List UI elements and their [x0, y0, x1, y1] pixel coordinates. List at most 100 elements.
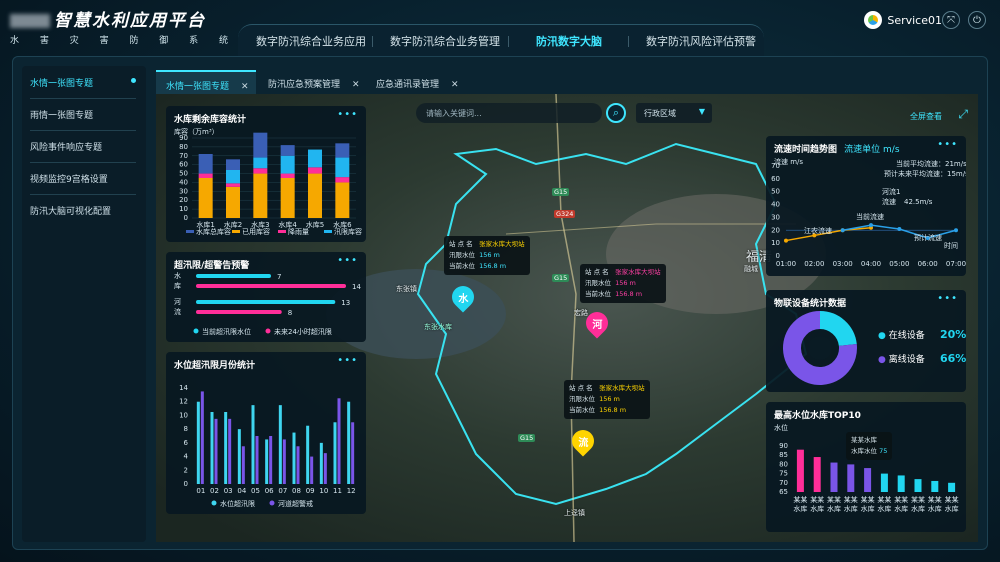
- legend-dot: [265, 328, 271, 334]
- sidebar-item-water-map[interactable]: 水情一张图专题: [30, 76, 136, 99]
- bar: [280, 173, 295, 178]
- x-tick-label: 某某: [810, 496, 824, 504]
- bar: [210, 412, 214, 484]
- map-label-reservoir: 东张水库: [424, 323, 452, 331]
- sidebar-item-video-grid[interactable]: 视频监控9宫格设置: [30, 172, 136, 195]
- bar: [306, 425, 310, 484]
- x-tick-label: 水库: [894, 504, 908, 513]
- region-select[interactable]: 行政区域 ▼: [636, 103, 712, 123]
- bar: [255, 436, 259, 484]
- sidebar-item-brain-config[interactable]: 防汛大脑可视化配置: [30, 204, 136, 226]
- nav-tab-brain[interactable]: 防汛数字大脑: [536, 35, 602, 48]
- panel-overlimit-warning: 超汛限/超警告预警 ••• 水库 7 14 河流 13 8 当前超汛限水位 未来24小时超汛限: [166, 252, 366, 342]
- x-tick-label: 水库6: [333, 220, 352, 229]
- y-tick-label: 12: [179, 398, 188, 406]
- map-popup-station: 站 点 名 张家水库大坝站 汛限水位 156 m 当前水位 156.8 m: [564, 380, 650, 419]
- region-select-label: 行政区域: [644, 109, 676, 118]
- tab-label: 防汛应急预案管理: [268, 80, 341, 90]
- bar: [296, 446, 300, 484]
- tab-emergency-plan[interactable]: 防汛应急预案管理 ✕: [258, 70, 370, 94]
- data-point: [897, 227, 902, 231]
- active-dot-icon: [131, 78, 136, 83]
- map-popup-station: 站 点 名 张家水库大坝站 汛限水位 156 m 当前水位 156.8 m: [444, 236, 530, 275]
- x-tick-label: 某某: [793, 496, 807, 504]
- user-menu[interactable]: Service01: [864, 11, 942, 29]
- legend-swatch: [278, 230, 286, 233]
- offline-row: ● 离线设备 66%: [878, 352, 967, 365]
- bar: [251, 405, 255, 484]
- more-icon[interactable]: •••: [337, 109, 358, 120]
- bar: [278, 405, 282, 484]
- online-row: ● 在线设备 20%: [878, 328, 967, 341]
- tab-contacts[interactable]: 应急通讯录管理 ✕: [366, 70, 469, 94]
- fullscreen-icon[interactable]: ⤢: [958, 107, 968, 121]
- y-tick-label: 10: [179, 205, 188, 213]
- fullscreen-link[interactable]: 全屏查看: [910, 112, 942, 121]
- x-tick-label: 某某: [827, 496, 841, 504]
- legend-current-avg: 当前平均流速：21m/s: [896, 159, 966, 168]
- content-tabs: 水情一张图专题 ✕ 防汛应急预案管理 ✕ 应急通讯录管理 ✕: [156, 70, 978, 94]
- tooltip-value: 42.5m/s: [904, 198, 933, 206]
- y-tick-label: 10: [179, 411, 188, 419]
- x-tick-label: 06:00: [918, 260, 938, 268]
- sidebar: 水情一张图专题 雨情一张图专题 风险事件响应专题 视频监控9宫格设置 防汛大脑可…: [22, 66, 146, 542]
- map-search-input[interactable]: 请输入关键词...: [416, 103, 602, 123]
- y-tick-label: 85: [779, 451, 788, 459]
- bar: [864, 468, 872, 492]
- bar: [335, 143, 350, 158]
- legend-label: 水库总库容: [196, 227, 231, 236]
- legend-swatch: [324, 230, 332, 233]
- bar: [897, 475, 905, 492]
- tab-water-map[interactable]: 水情一张图专题 ✕: [156, 70, 256, 94]
- satellite-map[interactable]: 请输入关键词... ⌕ 行政区域 ▼ 全屏查看 ⤢ 东张镇 东张水库 宏路 福清 …: [156, 94, 978, 542]
- y-tick-label: 40: [179, 178, 188, 186]
- sidebar-item-rain-map[interactable]: 雨情一张图专题: [30, 108, 136, 131]
- x-tick-label: 水库: [861, 504, 875, 513]
- close-icon[interactable]: ✕: [352, 80, 360, 90]
- close-icon[interactable]: ✕: [241, 82, 249, 92]
- more-icon[interactable]: •••: [337, 255, 358, 266]
- road-sign-g15: G15: [552, 188, 570, 196]
- bar: [200, 391, 204, 484]
- y-tick-label: 40: [771, 201, 780, 209]
- more-icon[interactable]: •••: [937, 139, 958, 150]
- category-label: 河: [174, 298, 181, 306]
- bar: [813, 457, 821, 492]
- more-icon[interactable]: •••: [937, 293, 958, 304]
- logo-mark: [10, 14, 50, 28]
- x-tick-label: 水库: [793, 504, 807, 513]
- more-icon[interactable]: •••: [337, 355, 358, 366]
- x-tick-label: 水库2: [224, 220, 242, 229]
- category-label: 流: [174, 307, 181, 316]
- data-point: [812, 233, 817, 238]
- y-tick-label: 70: [779, 479, 788, 487]
- nav-tab-business-app[interactable]: 数字防汛综合业务应用: [256, 35, 366, 48]
- power-icon[interactable]: ⏻: [968, 11, 986, 29]
- nav-tab-business-mgmt[interactable]: 数字防汛综合业务管理: [390, 35, 500, 48]
- x-tick-label: 01:00: [776, 260, 796, 268]
- bar: [196, 401, 200, 484]
- legend-swatch: [232, 230, 240, 233]
- x-tick-label: 某某: [861, 496, 875, 504]
- close-icon[interactable]: ✕: [451, 80, 459, 90]
- x-tick-label: 08: [292, 487, 301, 495]
- y-tick-label: 2: [184, 466, 188, 474]
- x-tick-label: 水库: [844, 504, 858, 513]
- exit-fullscreen-icon[interactable]: ⤧: [942, 11, 960, 29]
- panel-flow-trend: 流速时间趋势图 流速单位 m/s ••• 流速 m/s 0 10 20 30 40 50 60…: [766, 136, 966, 276]
- donut-hole: [808, 336, 832, 360]
- sidebar-item-risk-event[interactable]: 风险事件响应专题: [30, 140, 136, 163]
- caret-down-icon: ▼: [698, 107, 705, 116]
- point-label: 江农流速: [804, 226, 832, 235]
- bar: [226, 170, 240, 184]
- nav-tab-risk-warning[interactable]: 数字防汛风险评估预警: [646, 35, 756, 48]
- bar: [228, 418, 232, 484]
- search-icon[interactable]: ⌕: [606, 103, 626, 123]
- bar: [335, 182, 350, 218]
- legend-label: 水位超汛限: [220, 499, 255, 508]
- y-tick-label: 8: [184, 425, 188, 433]
- bar: [198, 154, 213, 174]
- category-label: 库: [174, 281, 181, 290]
- bar: [280, 155, 295, 174]
- app-title-text: 智慧水利应用平台: [54, 11, 206, 31]
